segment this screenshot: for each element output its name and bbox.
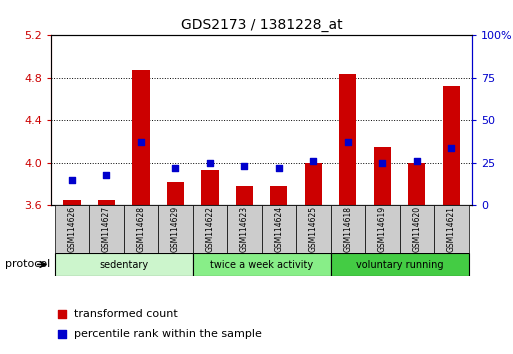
Bar: [193, 205, 227, 253]
Point: [68, 177, 76, 183]
Bar: [330, 253, 468, 276]
Text: GSM114627: GSM114627: [102, 206, 111, 252]
Text: GSM114621: GSM114621: [447, 206, 456, 252]
Bar: [98, 200, 115, 205]
Bar: [305, 163, 322, 205]
Text: GSM114620: GSM114620: [412, 206, 421, 252]
Bar: [330, 205, 365, 253]
Bar: [89, 205, 124, 253]
Bar: [296, 205, 330, 253]
Point: [412, 158, 421, 164]
Bar: [434, 205, 468, 253]
Bar: [201, 170, 219, 205]
Point: [137, 139, 145, 145]
Text: GSM114628: GSM114628: [136, 206, 146, 252]
Bar: [55, 253, 193, 276]
Bar: [270, 186, 287, 205]
Text: twice a week activity: twice a week activity: [210, 259, 313, 270]
Text: GSM114623: GSM114623: [240, 206, 249, 252]
Text: GSM114626: GSM114626: [68, 206, 76, 252]
Bar: [158, 205, 193, 253]
Bar: [408, 163, 425, 205]
Text: GSM114619: GSM114619: [378, 206, 387, 252]
Text: GSM114618: GSM114618: [343, 206, 352, 252]
Point: [57, 331, 66, 337]
Text: GSM114625: GSM114625: [309, 206, 318, 252]
Bar: [262, 205, 296, 253]
Point: [344, 139, 352, 145]
Point: [275, 165, 283, 171]
Bar: [443, 86, 460, 205]
Bar: [339, 74, 357, 205]
Bar: [400, 205, 434, 253]
Point: [378, 160, 386, 166]
Title: GDS2173 / 1381228_at: GDS2173 / 1381228_at: [181, 18, 343, 32]
Text: transformed count: transformed count: [74, 309, 178, 319]
Bar: [365, 205, 400, 253]
Text: protocol: protocol: [5, 259, 50, 269]
Bar: [124, 205, 158, 253]
Text: GSM114629: GSM114629: [171, 206, 180, 252]
Bar: [132, 70, 150, 205]
Text: sedentary: sedentary: [99, 259, 148, 270]
Bar: [193, 253, 330, 276]
Point: [206, 160, 214, 166]
Bar: [55, 205, 89, 253]
Bar: [167, 182, 184, 205]
Text: GSM114624: GSM114624: [274, 206, 283, 252]
Point: [171, 165, 180, 171]
Point: [240, 164, 248, 169]
Text: percentile rank within the sample: percentile rank within the sample: [74, 329, 262, 339]
Bar: [373, 147, 391, 205]
Point: [447, 145, 456, 150]
Point: [103, 172, 111, 178]
Bar: [64, 200, 81, 205]
Bar: [236, 186, 253, 205]
Text: GSM114622: GSM114622: [205, 206, 214, 252]
Point: [57, 311, 66, 316]
Point: [309, 158, 318, 164]
Bar: [227, 205, 262, 253]
Text: voluntary running: voluntary running: [356, 259, 443, 270]
